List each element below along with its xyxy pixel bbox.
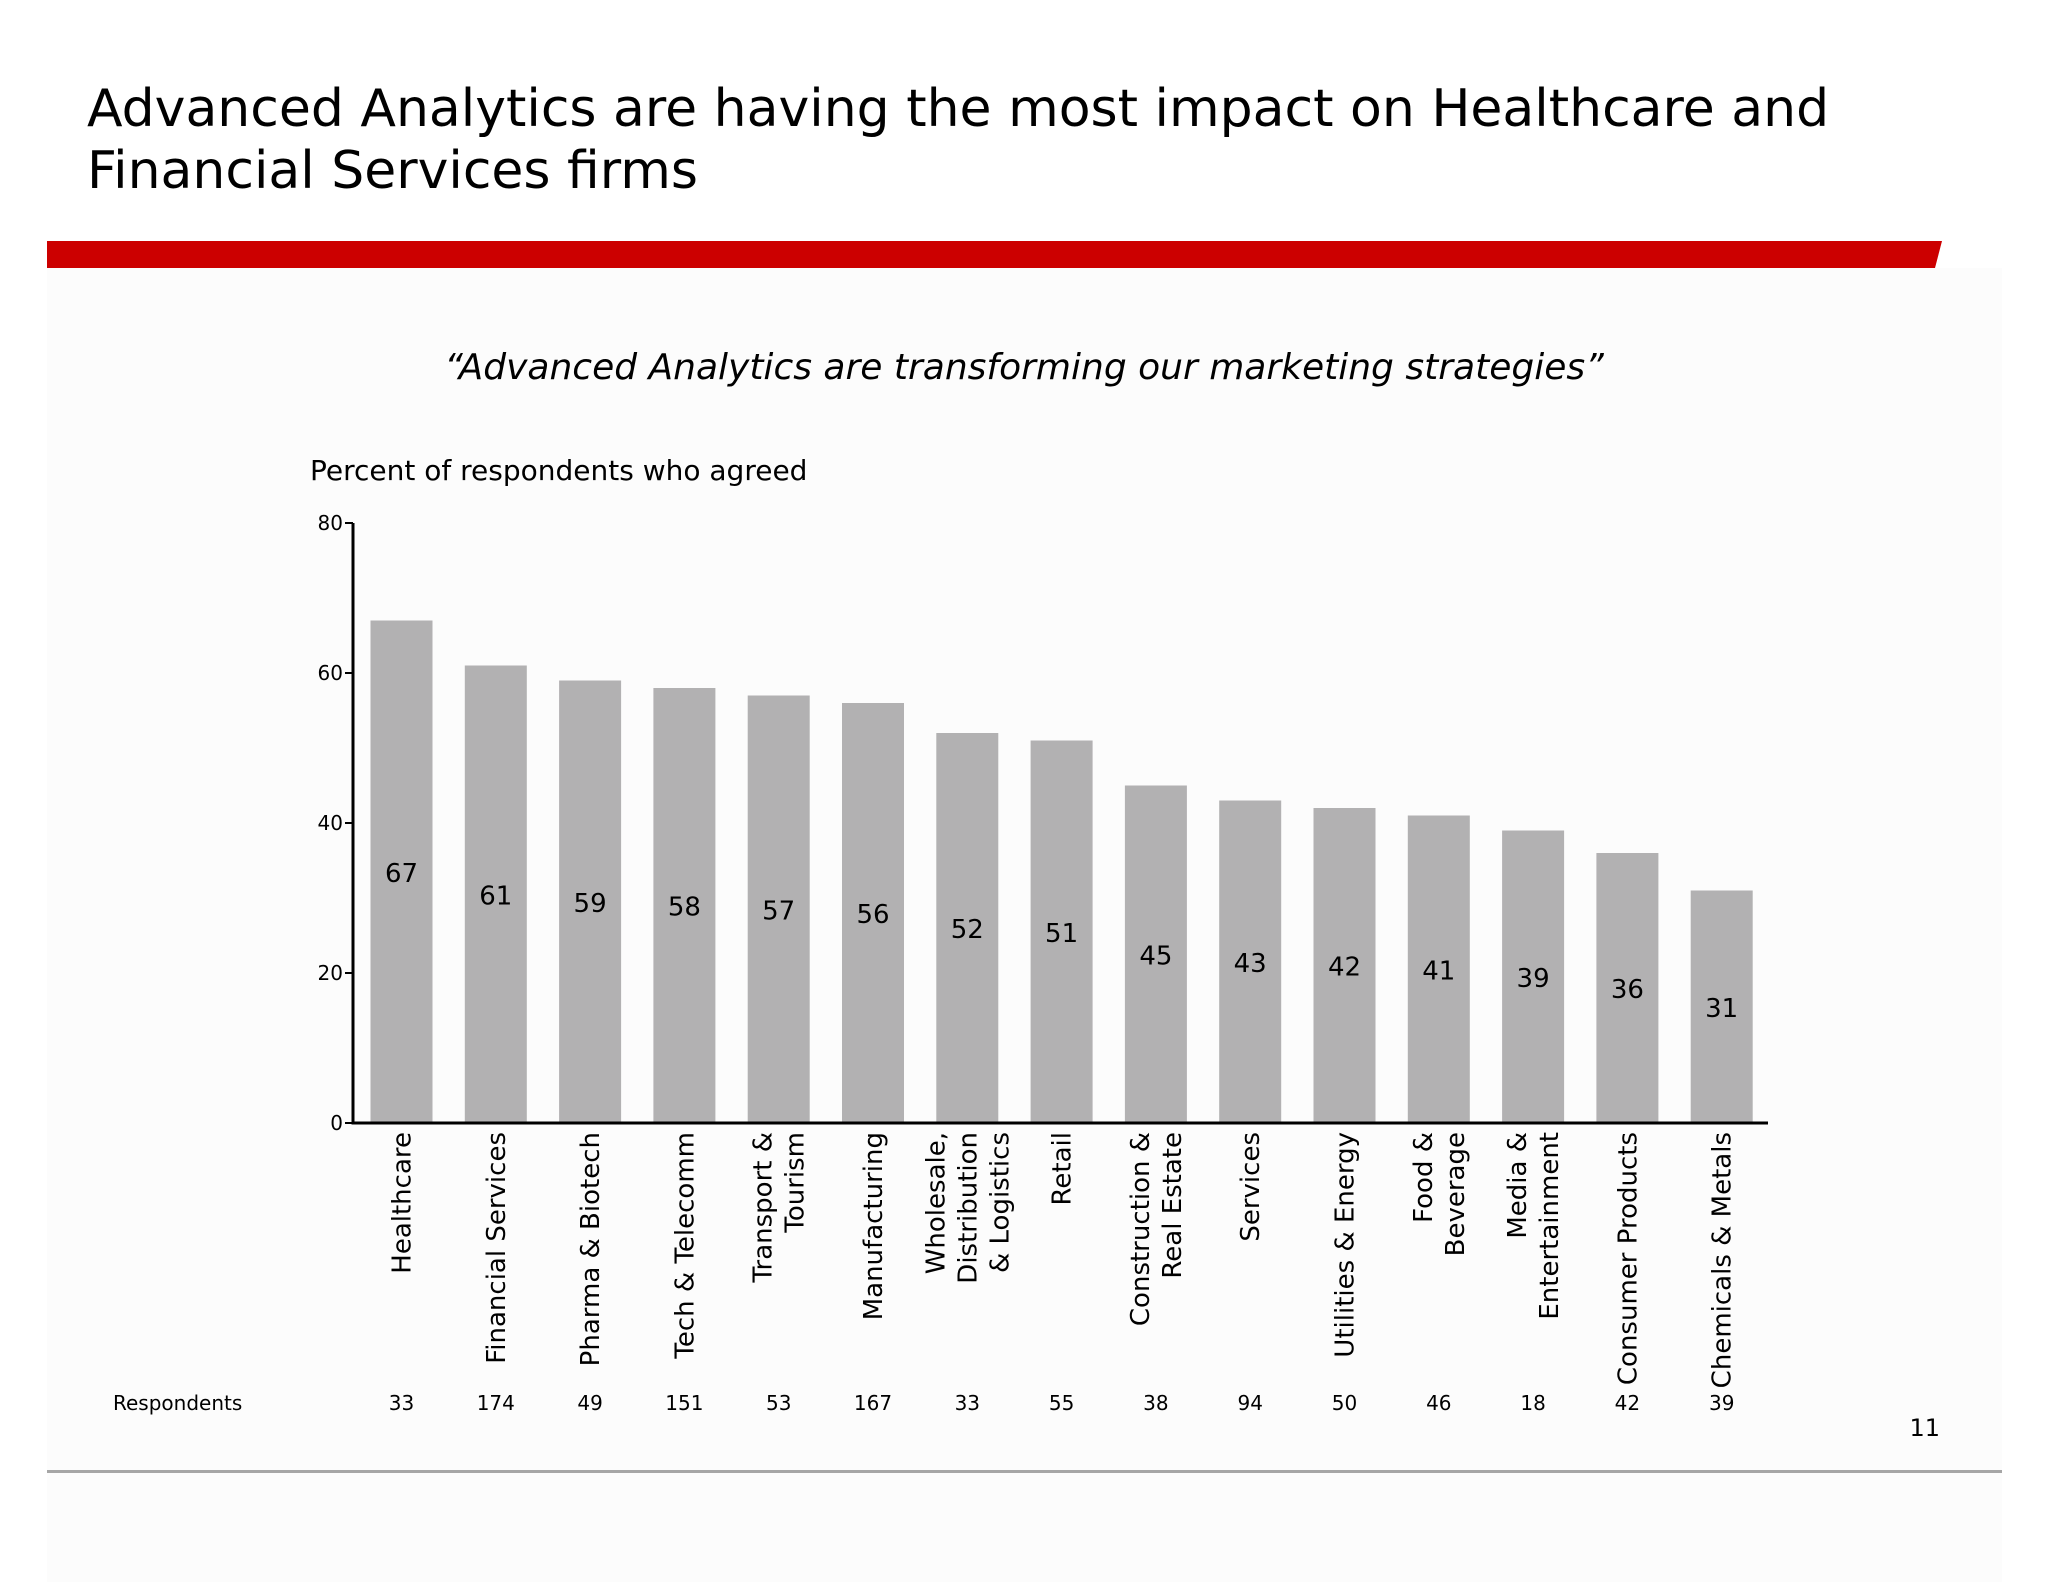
respondents-count: 39: [1709, 1391, 1734, 1415]
x-tick-label: Media &Entertainment: [1503, 1132, 1565, 1320]
bar-value-label: 59: [574, 889, 607, 919]
x-tick-label: Tech & Telecomm: [670, 1132, 700, 1360]
page-number: 11: [1909, 1414, 1940, 1442]
respondents-count: 38: [1143, 1391, 1168, 1415]
respondents-count: 55: [1049, 1391, 1074, 1415]
svg-text:Media &Entertainment: Media &Entertainment: [1503, 1132, 1565, 1320]
bar-value-label: 61: [479, 881, 512, 911]
svg-text:Tech & Telecomm: Tech & Telecomm: [670, 1132, 700, 1360]
svg-text:Utilities & Energy: Utilities & Energy: [1331, 1132, 1361, 1358]
x-tick-label: Construction &Real Estate: [1126, 1132, 1188, 1326]
x-tick-label: Food &Beverage: [1409, 1132, 1471, 1256]
bar: [1502, 830, 1565, 1123]
bar: [747, 695, 810, 1123]
svg-text:Pharma & Biotech: Pharma & Biotech: [576, 1132, 606, 1366]
bar: [1313, 808, 1376, 1123]
x-tick-label: Manufacturing: [859, 1132, 889, 1320]
bar-value-label: 58: [668, 893, 701, 923]
respondents-count: 151: [665, 1391, 703, 1415]
bar: [1407, 815, 1470, 1123]
bar: [1690, 890, 1753, 1123]
bar-value-label: 51: [1045, 919, 1078, 949]
respondents-count: 94: [1237, 1391, 1262, 1415]
bar: [370, 620, 433, 1123]
svg-text:Chemicals & Metals: Chemicals & Metals: [1708, 1132, 1738, 1388]
bar-value-label: 41: [1422, 956, 1455, 986]
bar-value-label: 57: [762, 896, 795, 926]
respondents-count: 167: [854, 1391, 892, 1415]
svg-text:Construction &Real Estate: Construction &Real Estate: [1126, 1132, 1188, 1326]
bar: [842, 703, 904, 1123]
x-tick-label: Transport &Tourism: [749, 1132, 811, 1284]
bar-value-label: 45: [1139, 941, 1172, 971]
y-tick-label: 40: [318, 811, 343, 835]
svg-text:Manufacturing: Manufacturing: [859, 1132, 889, 1320]
title-accent-bar: [47, 241, 1942, 268]
y-axis-label: Percent of respondents who agreed: [310, 454, 807, 487]
svg-text:Healthcare: Healthcare: [388, 1132, 418, 1274]
svg-text:Wholesale,Distribution& Logist: Wholesale,Distribution& Logistics: [921, 1132, 1015, 1284]
respondents-count: 50: [1332, 1391, 1357, 1415]
x-tick-label: Services: [1236, 1132, 1266, 1242]
respondents-count: 33: [955, 1391, 980, 1415]
bar-value-label: 52: [951, 915, 984, 945]
svg-text:Consumer Products: Consumer Products: [1613, 1132, 1643, 1385]
respondents-count: 174: [477, 1391, 515, 1415]
bar-value-label: 36: [1611, 975, 1644, 1005]
bar-value-label: 42: [1328, 953, 1361, 983]
respondents-count: 33: [389, 1391, 414, 1415]
x-tick-label: Pharma & Biotech: [576, 1132, 606, 1366]
svg-text:Retail: Retail: [1048, 1132, 1078, 1205]
y-tick-label: 60: [318, 661, 343, 685]
y-tick-label: 20: [318, 961, 343, 985]
respondents-row-label: Respondents: [113, 1391, 243, 1415]
bottom-divider: [47, 1470, 2002, 1473]
respondents-count: 18: [1520, 1391, 1545, 1415]
svg-text:Services: Services: [1236, 1132, 1266, 1242]
bar: [936, 733, 999, 1123]
page-title: Advanced Analytics are having the most i…: [87, 79, 1830, 201]
x-tick-label: Financial Services: [482, 1132, 512, 1364]
x-tick-label: Consumer Products: [1613, 1132, 1643, 1385]
y-tick-label: 0: [330, 1111, 343, 1135]
bar-value-label: 43: [1234, 949, 1267, 979]
bar-value-label: 31: [1705, 994, 1738, 1024]
bar: [1030, 740, 1093, 1123]
svg-text:Financial Services: Financial Services: [482, 1132, 512, 1364]
x-tick-label: Retail: [1048, 1132, 1078, 1205]
bar: [559, 680, 622, 1123]
bar: [653, 688, 716, 1123]
quote-subtitle: “Advanced Analytics are transforming our…: [444, 347, 1604, 388]
respondents-count: 49: [577, 1391, 602, 1415]
svg-text:Food &Beverage: Food &Beverage: [1409, 1132, 1471, 1256]
bar: [1124, 785, 1187, 1123]
y-tick-label: 80: [318, 511, 343, 535]
bar: [464, 665, 527, 1123]
bar-value-label: 39: [1517, 964, 1550, 994]
bar: [1219, 800, 1282, 1123]
respondents-count: 53: [766, 1391, 791, 1415]
x-tick-label: Chemicals & Metals: [1708, 1132, 1738, 1388]
x-tick-label: Healthcare: [388, 1132, 418, 1274]
respondents-count: 46: [1426, 1391, 1451, 1415]
bar: [1596, 853, 1659, 1123]
x-tick-label: Wholesale,Distribution& Logistics: [921, 1132, 1015, 1284]
x-tick-label: Utilities & Energy: [1331, 1132, 1361, 1358]
svg-text:Transport &Tourism: Transport &Tourism: [749, 1132, 811, 1284]
bar-value-label: 67: [385, 859, 418, 889]
respondents-count: 42: [1615, 1391, 1640, 1415]
bar-value-label: 56: [856, 900, 889, 930]
